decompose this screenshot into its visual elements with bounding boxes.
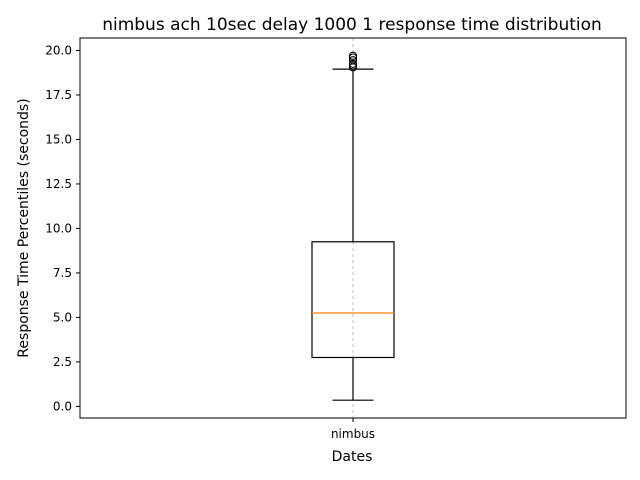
outlier-point [348,59,358,68]
y-tick-label: 0.0 [53,399,72,413]
x-tick-label: nimbus [331,427,375,441]
x-axis-label: Dates [332,449,373,465]
y-tick-label: 7.5 [53,266,72,280]
y-axis-label: Response Time Percentiles (seconds) [16,98,32,357]
outlier-point [348,56,358,65]
y-tick-label: 5.0 [53,310,72,324]
box-iqr [311,241,395,359]
y-tick-label: 15.0 [45,132,72,146]
chart-title: nimbus ach 10sec delay 1000 1 response t… [102,15,602,35]
y-tick-label: 20.0 [45,43,72,57]
y-tick-label: 10.0 [45,221,72,235]
plot-area: 0.0 2.5 5.0 7.5 10.0 12.5 15.0 17.5 20.0 nimbus [45,37,627,441]
y-tick-label: 17.5 [45,88,72,102]
y-tick-label: 12.5 [45,177,72,191]
outlier-point [348,51,358,60]
y-tick-label: 2.5 [53,355,72,369]
